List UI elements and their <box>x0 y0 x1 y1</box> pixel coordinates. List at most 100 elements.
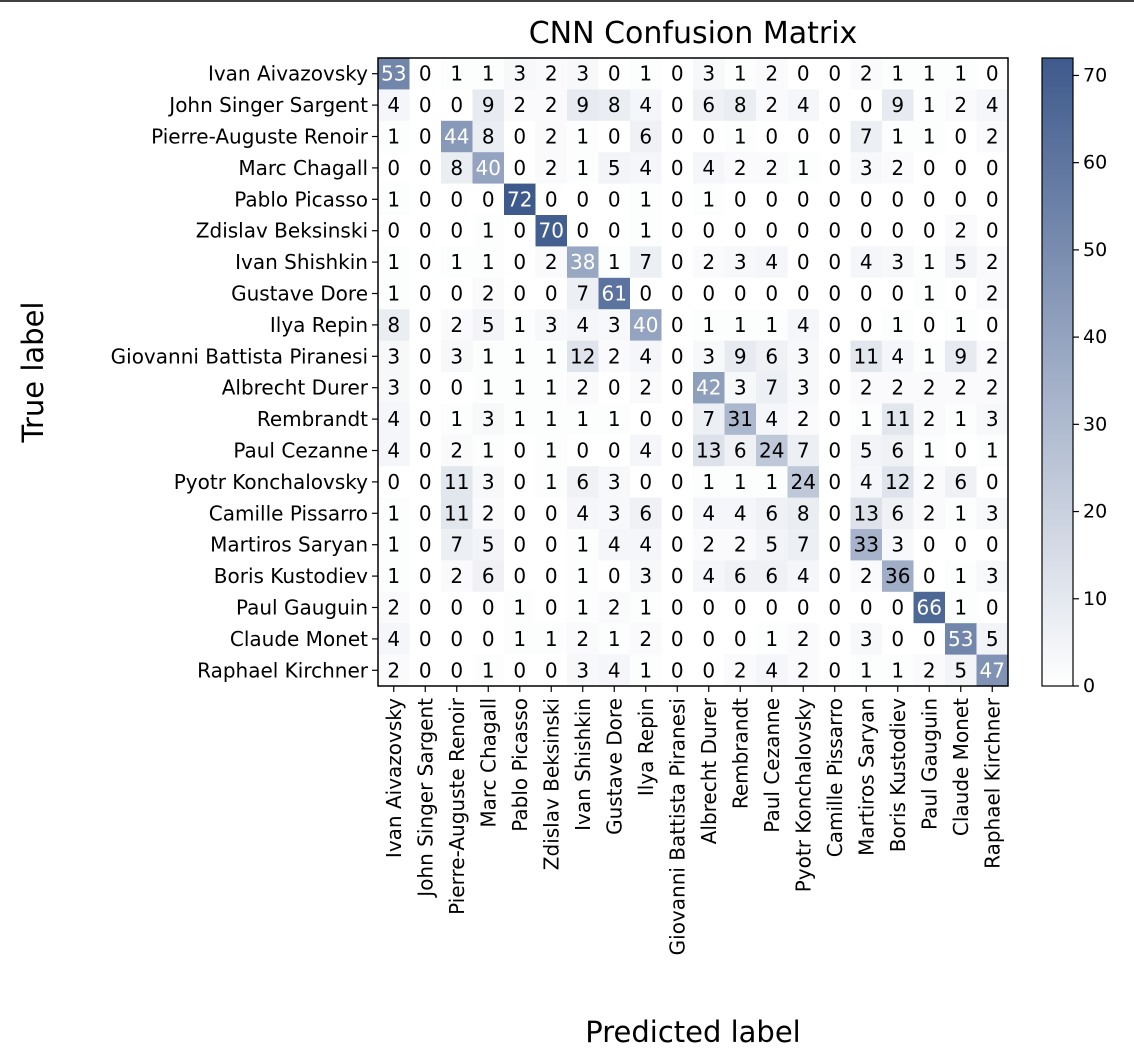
cell-value-label: 0 <box>576 219 589 243</box>
heatmap-cell <box>630 309 662 342</box>
cell-value-label: 0 <box>513 282 526 306</box>
cell-value-label: 9 <box>954 344 967 368</box>
heatmap-cell <box>630 246 662 279</box>
heatmap-cell <box>850 434 883 467</box>
cell-value-label: 3 <box>986 407 999 431</box>
x-tick-label: Giovanni Battista Piranesi <box>665 698 689 955</box>
cell-value-label: 1 <box>387 501 400 525</box>
cell-value-label: 0 <box>671 658 684 682</box>
x-tick-label: Pierre-Auguste Renoir <box>445 697 469 915</box>
cell-value-label: 0 <box>828 313 841 337</box>
heatmap-cell <box>913 529 946 561</box>
heatmap-cell <box>693 497 725 530</box>
heatmap-cell <box>472 309 505 342</box>
cell-value-label: 0 <box>419 187 432 211</box>
cell-value-label: 3 <box>513 62 526 86</box>
heatmap-cell <box>472 497 505 530</box>
heatmap-cell <box>567 403 599 436</box>
heatmap-cell <box>630 215 662 247</box>
heatmap-cell <box>693 183 725 216</box>
cell-value-label: 9 <box>576 93 589 117</box>
heatmap-cell <box>409 215 442 247</box>
colorbar-tick-label: 0 <box>1083 675 1095 697</box>
heatmap-cell <box>441 309 473 342</box>
cell-value-label: 1 <box>513 596 526 620</box>
heatmap-cell <box>504 497 536 530</box>
heatmap-cell <box>630 152 662 185</box>
heatmap-cell <box>693 560 725 593</box>
cell-value-label: 61 <box>602 282 627 306</box>
heatmap-cell <box>724 340 757 373</box>
heatmap-cell <box>945 591 977 624</box>
y-tick-label: Claude Monet <box>230 627 368 651</box>
heatmap-cell <box>976 466 1009 499</box>
cell-value-label: 24 <box>759 439 784 463</box>
heatmap-cell <box>882 560 914 593</box>
cell-value-label: 1 <box>923 439 936 463</box>
heatmap-cell <box>504 58 536 90</box>
heatmap-cell <box>976 591 1009 624</box>
heatmap-cell <box>756 340 788 373</box>
cell-value-label: 1 <box>797 156 810 180</box>
heatmap-cell <box>567 623 599 656</box>
cell-value-label: 0 <box>671 407 684 431</box>
heatmap-cell <box>504 466 536 499</box>
heatmap-cell <box>441 215 473 247</box>
cell-value-label: 4 <box>639 156 652 180</box>
heatmap-cell <box>661 89 694 122</box>
cell-value-label: 0 <box>828 596 841 620</box>
cell-value-label: 4 <box>797 93 810 117</box>
heatmap-cell <box>567 277 599 310</box>
y-tick-label: Ivan Aivazovsky <box>208 62 368 86</box>
cell-value-label: 38 <box>570 250 595 274</box>
heatmap-cell <box>409 309 442 342</box>
cell-value-label: 0 <box>797 125 810 149</box>
heatmap-cell <box>976 277 1009 310</box>
cell-value-label: 2 <box>639 627 652 651</box>
heatmap-cell <box>567 591 599 624</box>
cell-value-label: 1 <box>576 564 589 588</box>
heatmap-cell <box>535 215 568 247</box>
cell-value-label: 1 <box>954 62 967 86</box>
cell-value-label: 2 <box>702 250 715 274</box>
cell-value-label: 0 <box>545 187 558 211</box>
cell-value-label: 0 <box>671 627 684 651</box>
cell-value-label: 0 <box>671 219 684 243</box>
cell-value-label: 2 <box>734 658 747 682</box>
heatmap-cell <box>567 152 599 185</box>
cell-value-label: 0 <box>954 156 967 180</box>
cell-value-label: 0 <box>734 596 747 620</box>
heatmap-cell <box>976 434 1009 467</box>
heatmap-cell <box>441 434 473 467</box>
heatmap-cell <box>819 277 851 310</box>
x-tick-label: John Singer Sargent <box>413 698 437 899</box>
cell-value-label: 0 <box>923 187 936 211</box>
heatmap-cell <box>724 466 757 499</box>
cell-value-label: 0 <box>828 187 841 211</box>
heatmap-cell <box>850 58 883 90</box>
cell-value-label: 0 <box>671 156 684 180</box>
heatmap-cell <box>598 58 631 90</box>
cell-value-label: 42 <box>696 376 721 400</box>
heatmap-cell <box>441 623 473 656</box>
heatmap-cell <box>598 497 631 530</box>
heatmap-cell <box>472 372 505 404</box>
cell-value-label: 4 <box>639 439 652 463</box>
heatmap-cell <box>976 529 1009 561</box>
heatmap-cell <box>472 434 505 467</box>
heatmap-cell <box>756 120 788 153</box>
cell-value-label: 0 <box>671 187 684 211</box>
heatmap-cell <box>504 340 536 373</box>
heatmap-cell <box>441 497 473 530</box>
cell-value-label: 1 <box>482 439 495 463</box>
heatmap-cell <box>378 89 410 122</box>
cell-value-label: 1 <box>734 470 747 494</box>
cell-value-label: 1 <box>608 627 621 651</box>
y-axis-ticks: Ivan Aivazovsky John Singer Sargent Pierre… <box>111 62 378 682</box>
cell-value-label: 5 <box>954 658 967 682</box>
cell-value-label: 31 <box>728 407 753 431</box>
heatmap-cell <box>724 89 757 122</box>
heatmap-cell <box>976 497 1009 530</box>
cell-value-label: 1 <box>639 219 652 243</box>
heatmap-cell <box>630 497 662 530</box>
